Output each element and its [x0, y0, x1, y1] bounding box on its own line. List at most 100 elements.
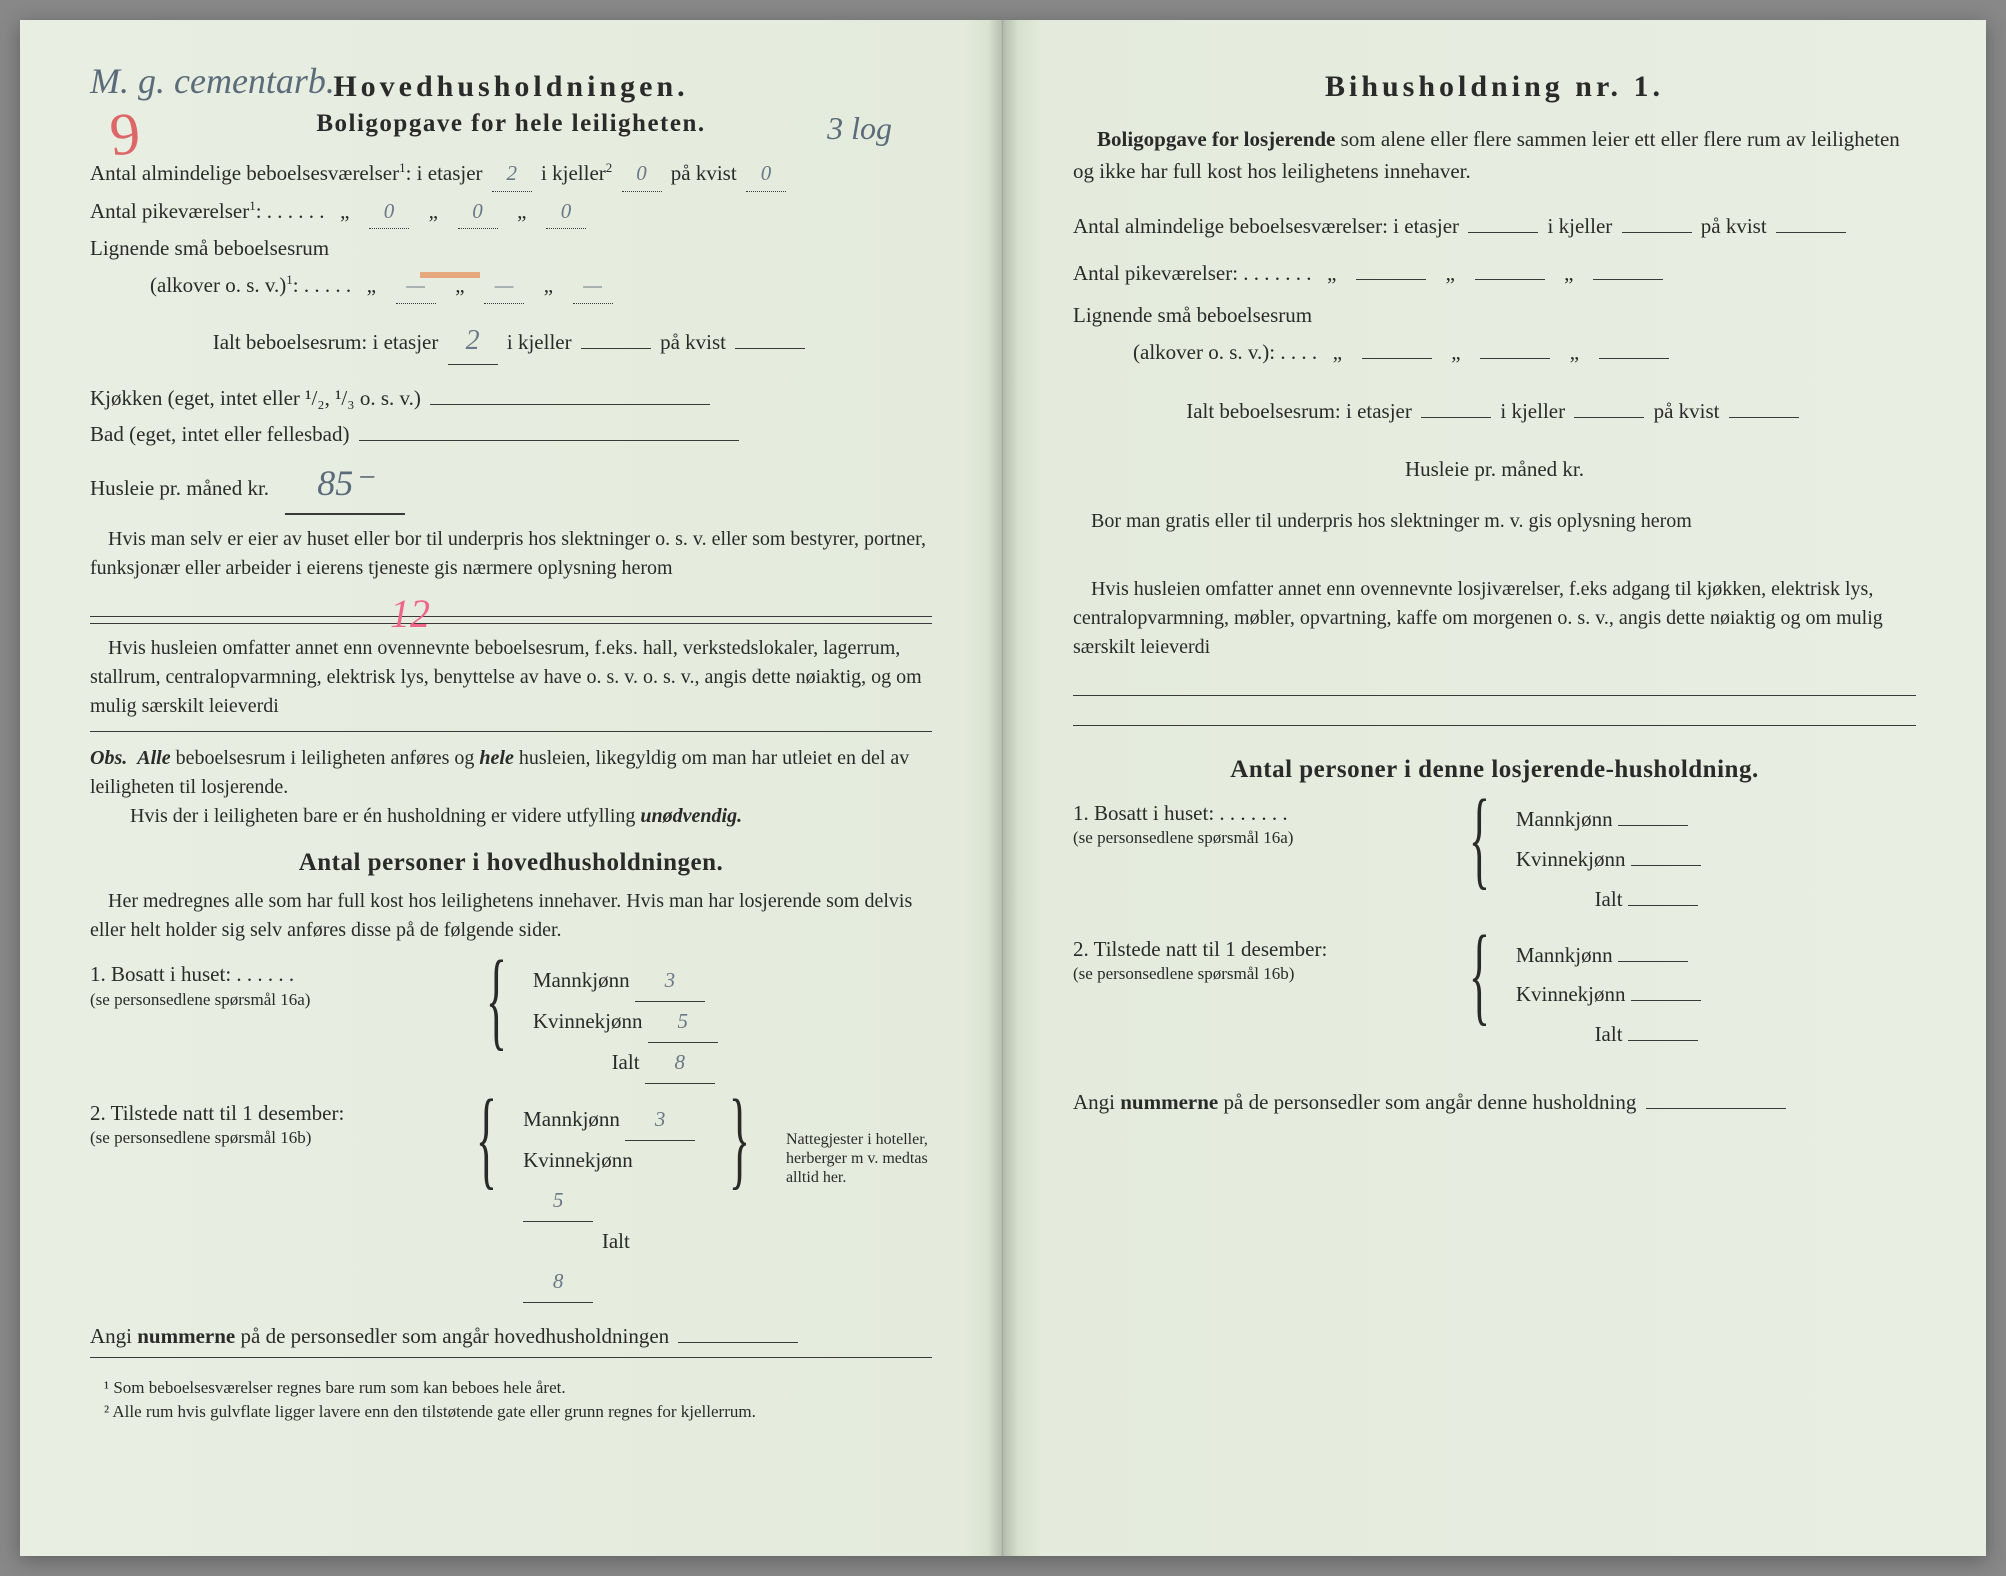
p2-label: 2. Tilstede natt til 1 desember:	[90, 1101, 344, 1125]
r-val-kjeller	[1622, 232, 1692, 233]
bad-line: Bad (eget, intet eller fellesbad)	[90, 417, 932, 452]
ditto-mark: „	[533, 268, 563, 303]
ditto-mark: „	[1322, 335, 1352, 370]
curly-bracket-icon: {	[476, 1100, 497, 1177]
footnote-ref-2: 2	[606, 160, 613, 175]
right-intro: Boligopgave for losjerende som alene ell…	[1073, 124, 1916, 187]
handwritten-annotation-top: M. g. cementarb.	[90, 60, 335, 102]
ialt-kjeller	[581, 348, 651, 349]
alkover-line-a: Lignende små beboelsesrum	[90, 231, 932, 266]
ditto-mark: „	[1435, 256, 1465, 291]
divider	[90, 623, 932, 624]
footnote-1: ¹ Som beboelsesværelser regnes bare rum …	[90, 1376, 932, 1400]
kvinne-label: Kvinnekjønn	[523, 1148, 633, 1172]
right-title: Bihusholdning nr. 1.	[1073, 70, 1916, 104]
val-kjeller: 0	[622, 156, 662, 192]
ditto-mark: „	[356, 268, 386, 303]
r-p1-sub: (se personsedlene spørsmål 16a)	[1073, 827, 1443, 849]
r-p2-ialt	[1628, 1040, 1698, 1041]
alkover-line-b: (alkover o. s. v.)1: . . . . . „ — „ — „…	[90, 268, 932, 304]
r-p1-ialt	[1628, 905, 1698, 906]
ialt-label: Ialt	[1595, 887, 1623, 911]
r-persons-heading: Antal personer i denne losjerende-hushol…	[1073, 756, 1916, 784]
r-ialt-kv	[1729, 417, 1799, 418]
ialt-label: Ialt	[1595, 1022, 1623, 1046]
left-page: M. g. cementarb. 9 3 log 12 Hovedhushold…	[20, 20, 1003, 1556]
r-alkover-b: (alkover o. s. v.): . . . . „ „ „	[1073, 335, 1916, 370]
r-pike-line: Antal pikeværelser: . . . . . . . „ „ „	[1073, 256, 1916, 291]
p2-label-block: 2. Tilstede natt til 1 desember: (se per…	[90, 1100, 450, 1149]
p1-kvinne: 5	[648, 1002, 718, 1043]
blank-line	[1073, 672, 1916, 696]
curly-bracket-close-icon: }	[729, 1100, 750, 1177]
pike-v1: 0	[369, 194, 409, 230]
r-pike-v2	[1475, 279, 1545, 280]
mann-label: Mannkjønn	[533, 968, 630, 992]
ialt-line: Ialt beboelsesrum: i etasjer 2 i kjeller…	[90, 318, 932, 365]
r-alk-v3	[1599, 358, 1669, 359]
r-p2-kvinne	[1631, 1000, 1701, 1001]
r-val-kvist	[1776, 232, 1846, 233]
footnote-ref-1c: 1	[286, 272, 293, 287]
ditto-mark: „	[330, 194, 360, 229]
kjokken-line: Kjøkken (eget, intet eller ¹/₂, ¹/₃ o. s…	[90, 381, 932, 416]
r-persons-section: 1. Bosatt i huset: . . . . . . . (se per…	[1073, 800, 1916, 1055]
r-val-etasjer	[1468, 232, 1538, 233]
obs-text-1: Alle beboelsesrum i leiligheten anføres …	[90, 747, 909, 798]
pakvist-label: på kvist	[671, 161, 737, 185]
r-angi-val	[1646, 1108, 1786, 1109]
alk-v2: —	[484, 268, 524, 304]
r-alkover-label: (alkover o. s. v.):	[1133, 340, 1275, 364]
divider	[90, 731, 932, 732]
sidenote: Nattegjester i hoteller, herberger m v. …	[786, 1130, 932, 1188]
p1-mann: 3	[635, 961, 705, 1002]
r-ikjeller: i kjeller	[1548, 214, 1613, 238]
r-angi-line: Angi nummerne på de personsedler som ang…	[1073, 1085, 1916, 1120]
r-p2-label-block: 2. Tilstede natt til 1 desember: (se per…	[1073, 936, 1443, 985]
orange-underline-mark	[420, 272, 480, 278]
handwritten-annotation-3log: 3 log	[827, 110, 892, 147]
r-rooms-label: Antal almindelige beboelsesværelser: i e…	[1073, 214, 1459, 238]
pike-v3: 0	[546, 194, 586, 230]
r-ialt-kv-label: på kvist	[1654, 399, 1720, 423]
desc-owner: Hvis man selv er eier av huset eller bor…	[90, 525, 932, 583]
ialt-label: Ialt	[602, 1229, 630, 1253]
rooms-line-1: Antal almindelige beboelsesværelser1: i …	[90, 156, 932, 192]
p1-ialt: 8	[645, 1043, 715, 1084]
val-kvist: 0	[746, 156, 786, 192]
r-pike-v1	[1356, 279, 1426, 280]
p2-mann: 3	[625, 1100, 695, 1141]
ditto-mark: „	[1554, 256, 1584, 291]
p1-sub: (se personsedlene spørsmål 16a)	[90, 989, 460, 1011]
ialt-kjeller-label: i kjeller	[507, 330, 572, 354]
r-p1-label-block: 1. Bosatt i huset: . . . . . . . (se per…	[1073, 800, 1443, 849]
p2-ialt: 8	[523, 1262, 593, 1303]
angi-text: Angi nummerne på de personsedler som ang…	[90, 1324, 669, 1348]
ietasjer-label: : i etasjer	[406, 161, 483, 185]
angi-line: Angi nummerne på de personsedler som ang…	[90, 1319, 932, 1354]
footnote-ref-1b: 1	[249, 198, 256, 213]
left-subtitle: Boligopgave for hele leiligheten.	[90, 110, 932, 138]
pike-line: Antal pikeværelser1: . . . . . . „ 0 „ 0…	[90, 194, 932, 230]
r-person-row-2: 2. Tilstede natt til 1 desember: (se per…	[1073, 936, 1916, 1056]
r-pike-v3	[1593, 279, 1663, 280]
r-ialt-line: Ialt beboelsesrum: i etasjer i kjeller p…	[1073, 394, 1916, 429]
r-p1-kvinne	[1631, 865, 1701, 866]
r-alk-v2	[1480, 358, 1550, 359]
r-pike-label: Antal pikeværelser:	[1073, 261, 1238, 285]
ditto-mark: „	[1559, 335, 1589, 370]
r-p2-mann	[1618, 961, 1688, 962]
obs-label: Obs.	[90, 747, 127, 769]
ialt-label: Ialt	[612, 1050, 640, 1074]
mann-label: Mannkjønn	[1516, 807, 1613, 831]
husleie-label: Husleie pr. måned kr.	[90, 476, 269, 500]
ditto-mark: „	[418, 194, 448, 229]
curly-bracket-icon: {	[486, 961, 507, 1038]
alkover-label: (alkover o. s. v.)	[150, 273, 286, 297]
ialt-kvist	[735, 348, 805, 349]
r-pakvist: på kvist	[1701, 214, 1767, 238]
census-form-document: M. g. cementarb. 9 3 log 12 Hovedhushold…	[20, 20, 1986, 1556]
ialt-etasjer: 2	[448, 318, 498, 365]
r-p1-label: 1. Bosatt i huset:	[1073, 801, 1214, 825]
desc-extras: Hvis husleien omfatter annet enn ovennev…	[90, 634, 932, 721]
